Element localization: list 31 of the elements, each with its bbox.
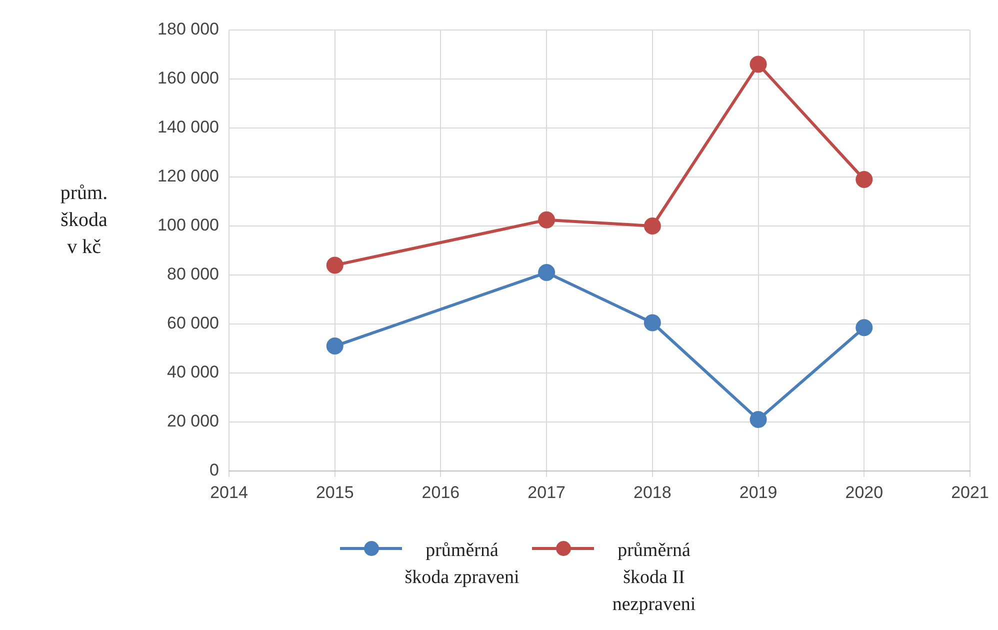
y-tick-label: 80 000 xyxy=(167,264,219,284)
x-tick-label: 2020 xyxy=(845,482,884,502)
y-tick-label: 40 000 xyxy=(167,362,219,382)
point xyxy=(538,264,556,282)
point xyxy=(538,211,556,228)
y-tick-label: 60 000 xyxy=(167,314,219,333)
x-tick-label: 2018 xyxy=(634,482,672,502)
y-tick-label: 100 000 xyxy=(158,216,219,235)
x-tick-label: 2021 xyxy=(951,482,989,502)
point xyxy=(644,314,661,332)
y-tick-label: 120 000 xyxy=(158,166,219,186)
legend-label: průměrná škoda zpraveni xyxy=(404,539,520,590)
point xyxy=(750,411,767,428)
y-tick-label: 160 000 xyxy=(158,68,219,88)
point xyxy=(750,56,767,73)
point xyxy=(856,170,873,188)
legend-label: průměrná škoda II nezpraveni xyxy=(611,539,697,617)
point xyxy=(326,256,344,274)
x-tick-label: 2015 xyxy=(316,482,354,502)
y-tick-label: 180 000 xyxy=(158,20,219,39)
y-tick-label: 20 000 xyxy=(167,412,219,431)
x-tick-label: 2016 xyxy=(422,482,460,502)
point xyxy=(856,319,873,336)
x-tick-label: 2017 xyxy=(528,482,566,502)
x-tick-label: 2019 xyxy=(739,482,778,502)
y-axis-title: prům. škoda v kč xyxy=(60,182,108,258)
point xyxy=(326,338,344,355)
point xyxy=(644,218,661,234)
x-tick-label: 2014 xyxy=(210,482,248,502)
y-tick-label: 0 xyxy=(210,460,219,480)
y-tick-label: 140 000 xyxy=(158,118,219,137)
